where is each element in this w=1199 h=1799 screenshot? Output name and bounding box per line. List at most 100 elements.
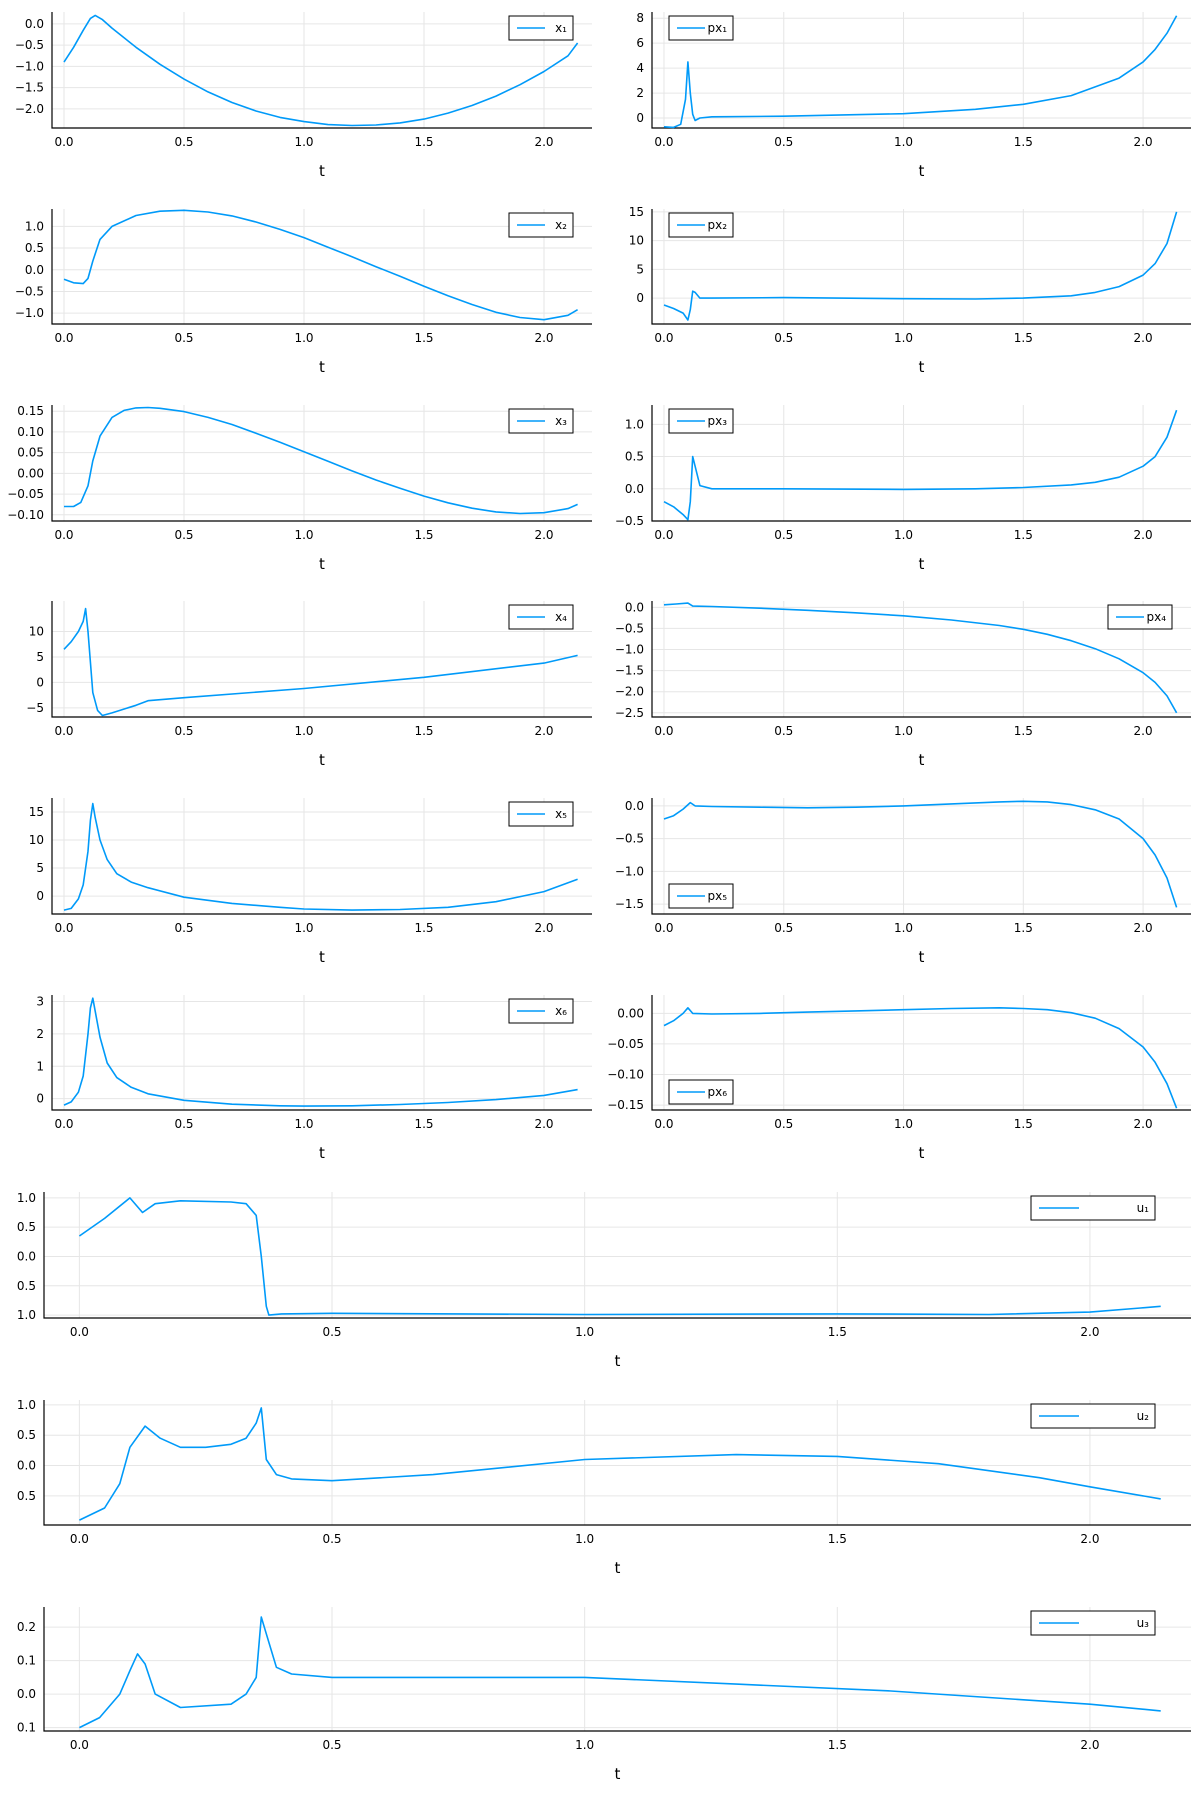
x-axis-label: t — [919, 162, 925, 180]
x-tick-label: 2.0 — [534, 331, 553, 345]
axes-frame — [51, 995, 592, 1111]
x-axis-label: t — [919, 751, 925, 769]
y-tick-label: 0.0 — [17, 1687, 36, 1701]
legend-label: u₃ — [1137, 1616, 1150, 1630]
legend: x₂ — [508, 212, 574, 238]
axes-frame — [43, 1192, 1191, 1319]
x-tick-label: 0.0 — [654, 1117, 673, 1131]
x-tick-label: 2.0 — [534, 1117, 553, 1131]
y-tick-label: 2 — [36, 1027, 44, 1041]
legend: px₄ — [1107, 604, 1173, 630]
y-tick-label: 1.0 — [17, 1191, 36, 1205]
subplot-8: 0.0 0.5 1.0 1.5 2.0 0.0 −0.5 −1.0 −1.5 −2.0 −2.5 t p… — [615, 600, 1191, 769]
legend: px₁ — [668, 15, 734, 41]
x-tick-label: 2.0 — [1080, 1532, 1099, 1546]
x-tick-label: 0.5 — [774, 528, 793, 542]
x-axis-label: t — [319, 948, 325, 966]
x-tick-label: 2.0 — [1134, 724, 1153, 738]
legend: px₃ — [668, 408, 734, 434]
x-tick-label: 2.0 — [1134, 331, 1153, 345]
x-tick-label: 0.5 — [322, 1532, 341, 1546]
axes-frame — [651, 601, 1191, 718]
legend-label: px₁ — [707, 21, 727, 35]
y-tick-label: 0.5 — [25, 241, 44, 255]
x-tick-label: 1.0 — [294, 1117, 313, 1131]
subplot-10: 0.0 0.5 1.0 1.5 2.0 0.0 −0.5 −1.0 −1.5 t px₅ — [615, 798, 1191, 966]
axes-frame — [651, 798, 1191, 915]
y-tick-label: 0.5 — [17, 1279, 36, 1293]
y-tick-label: 4 — [636, 61, 644, 75]
y-tick-label: −5 — [26, 701, 44, 715]
x-tick-label: 1.5 — [1014, 135, 1033, 149]
subplot-14: 0.0 0.5 1.0 1.5 2.0 1.0 0.5 0.0 0.5 t u₂ — [17, 1398, 1191, 1577]
y-tick-label: −1.0 — [615, 643, 644, 657]
legend-label: x₄ — [555, 610, 567, 624]
series-line — [63, 14, 579, 127]
subplot-4: 0.0 0.5 1.0 1.5 2.0 15 10 5 0 t px₂ — [629, 205, 1191, 376]
x-tick-label: 1.5 — [414, 724, 433, 738]
y-tick-label: 0 — [36, 675, 44, 689]
x-tick-label: 0.5 — [174, 331, 193, 345]
x-axis-label: t — [919, 358, 925, 376]
x-tick-label: 1.0 — [894, 1117, 913, 1131]
series-line — [663, 409, 1178, 521]
x-tick-label: 1.5 — [1014, 724, 1033, 738]
y-tick-label: −0.5 — [615, 621, 644, 635]
legend: px₂ — [668, 212, 734, 238]
x-tick-label: 0.5 — [774, 135, 793, 149]
series-line — [78, 1197, 1161, 1316]
y-tick-label: 0.00 — [17, 466, 44, 480]
x-tick-label: 0.0 — [70, 1738, 89, 1752]
x-tick-label: 0.5 — [174, 135, 193, 149]
y-tick-label: 0.05 — [17, 446, 44, 460]
y-tick-label: 10 — [629, 234, 644, 248]
x-tick-label: 0.0 — [54, 921, 73, 935]
x-tick-label: 1.0 — [894, 724, 913, 738]
series-line — [79, 1407, 1161, 1521]
y-tick-label: 2 — [636, 86, 644, 100]
subplot-12: 0.0 0.5 1.0 1.5 2.0 0.00 −0.05 −0.10 −0.15 t px₆ — [607, 995, 1191, 1162]
axes-frame — [43, 1607, 1191, 1732]
subplot-3: 0.0 0.5 1.0 1.5 2.0 1.0 0.5 0.0 −0.5 −1.0 t x₂ — [15, 209, 592, 376]
x-tick-label: 2.0 — [1134, 135, 1153, 149]
subplot-11: 0.0 0.5 1.0 1.5 2.0 3 2 1 0 t x₆ — [36, 994, 592, 1162]
legend-label: px₅ — [707, 889, 727, 903]
x-tick-label: 0.5 — [774, 921, 793, 935]
series-line — [663, 1006, 1178, 1109]
legend: x₅ — [508, 801, 574, 827]
x-tick-label: 2.0 — [534, 135, 553, 149]
series-line — [64, 406, 578, 515]
y-tick-label: 0.0 — [625, 482, 644, 496]
axes-frame — [651, 405, 1191, 522]
axes-frame — [51, 601, 592, 718]
x-tick-label: 2.0 — [1134, 1117, 1153, 1131]
x-tick-label: 1.0 — [294, 724, 313, 738]
x-axis-label: t — [919, 1144, 925, 1162]
y-tick-label: 8 — [636, 11, 644, 25]
axes-frame — [51, 405, 592, 522]
y-tick-label: 0 — [636, 111, 644, 125]
x-tick-label: 2.0 — [534, 921, 553, 935]
legend-label: x₁ — [555, 21, 567, 35]
legend-label: px₄ — [1146, 610, 1166, 624]
y-tick-label: 3 — [36, 994, 44, 1008]
subplot-9: 0.0 0.5 1.0 1.5 2.0 15 10 5 0 t x₅ — [29, 798, 592, 966]
y-tick-label: 1.0 — [25, 219, 44, 233]
y-tick-label: 10 — [29, 625, 44, 639]
y-tick-label: −2.0 — [15, 102, 44, 116]
y-tick-label: 15 — [629, 205, 644, 219]
y-tick-label: 1.0 — [17, 1308, 36, 1322]
y-tick-label: 6 — [636, 36, 644, 50]
legend: x₄ — [508, 604, 574, 630]
y-tick-label: 0.0 — [25, 17, 44, 31]
y-tick-label: 0.5 — [625, 450, 644, 464]
y-tick-label: −0.10 — [607, 1068, 644, 1082]
y-tick-label: 0 — [36, 889, 44, 903]
y-tick-label: 0.0 — [625, 600, 644, 614]
x-tick-label: 1.5 — [828, 1532, 847, 1546]
y-tick-label: 0.5 — [17, 1489, 36, 1503]
x-axis-label: t — [319, 751, 325, 769]
x-tick-label: 2.0 — [534, 724, 553, 738]
x-axis-label: t — [615, 1352, 621, 1370]
x-tick-label: 1.5 — [1014, 331, 1033, 345]
